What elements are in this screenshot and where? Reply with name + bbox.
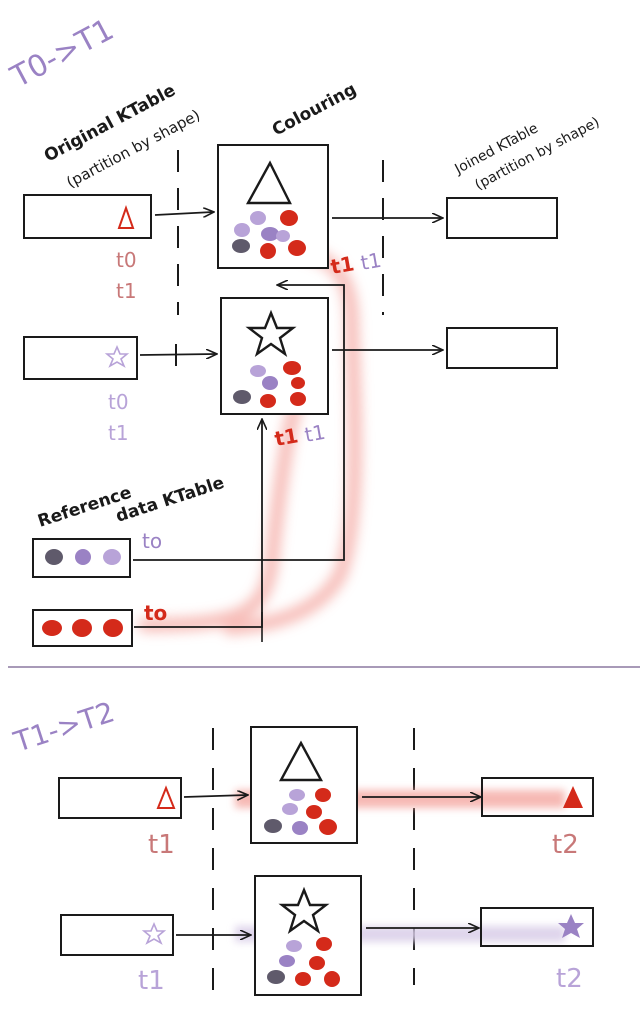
- dot-purple: [279, 955, 295, 967]
- ref-dot-red: [42, 620, 62, 636]
- original-triangle-record[interactable]: [23, 194, 152, 239]
- dot-purple: [292, 821, 308, 835]
- triangle-shape-icon: [245, 160, 292, 205]
- dot-gray: [233, 390, 251, 404]
- bottom-triangle-output-time: t2: [552, 830, 579, 860]
- dot-purple: [276, 230, 290, 242]
- ref-dot-red: [103, 619, 123, 637]
- dot-red: [316, 937, 332, 951]
- bottom-original-triangle-record[interactable]: [58, 777, 182, 819]
- bottom-triangle-input-time: t1: [148, 830, 175, 860]
- dot-red: [319, 819, 337, 835]
- ref-dot-lavender: [103, 549, 121, 565]
- triangle-box-time-red: t1: [329, 251, 356, 279]
- star-outline-icon: [104, 344, 130, 368]
- bottom-triangle-shape-icon: [278, 740, 324, 782]
- triangle-row-time-1: t1: [116, 279, 137, 303]
- top-step-label: T0->T1: [4, 12, 119, 95]
- joined-star-record[interactable]: [446, 327, 558, 369]
- dot-lavender: [250, 211, 266, 225]
- ref-purple-feed-line: [133, 285, 345, 561]
- dot-purple: [261, 227, 279, 241]
- dot-gray: [267, 970, 285, 984]
- dot-lavender: [250, 365, 266, 377]
- arrow-triangle-in: [154, 212, 213, 215]
- dot-red: [283, 361, 301, 375]
- colouring-title: Colouring: [269, 79, 360, 140]
- bottom-star-output-time: t2: [556, 964, 583, 994]
- dot-gray: [232, 239, 250, 253]
- dot-red: [315, 788, 331, 802]
- bottom-star-outline-icon: [141, 921, 167, 945]
- ref-dot-gray: [45, 549, 63, 565]
- dot-red: [290, 392, 306, 406]
- bottom-triangle-colour-dots: [264, 788, 337, 835]
- dot-lavender: [286, 940, 302, 952]
- triangle-box-colour-dots: [232, 210, 306, 259]
- ref-red-time: to: [144, 601, 167, 625]
- triangle-outline-icon: [117, 204, 135, 229]
- filled-red-triangle-icon: [563, 786, 583, 808]
- bottom-panel: T1->T2 t1 t2 t1: [9, 695, 594, 1000]
- arrow-star-in: [139, 354, 216, 355]
- ref-purple-time: to: [142, 529, 162, 553]
- dot-red: [280, 210, 298, 226]
- dot-lavender: [289, 789, 305, 801]
- bottom-star-colour-dots: [267, 937, 340, 987]
- dot-purple: [262, 376, 278, 390]
- star-box-colour-dots: [233, 361, 306, 408]
- dot-gray: [264, 819, 282, 833]
- dot-red: [309, 956, 325, 970]
- triangle-box-time-purple: t1: [359, 248, 383, 275]
- dot-red: [288, 240, 306, 256]
- triangle-row-time-0: t0: [116, 248, 137, 272]
- dot-red: [291, 377, 305, 389]
- star-box-time-red: t1: [273, 423, 300, 451]
- top-panel: T0->T1 Original KTable (partition by sha…: [4, 12, 602, 647]
- star-box-time-purple: t1: [303, 420, 327, 447]
- bottom-arrow-triangle-in: [183, 795, 247, 797]
- dot-red: [260, 243, 276, 259]
- dot-lavender: [234, 223, 250, 237]
- ref-red-feed-line: [134, 420, 262, 628]
- dot-red: [260, 394, 276, 408]
- bottom-triangle-outline-icon: [156, 785, 176, 809]
- bottom-star-shape-icon: [278, 886, 330, 935]
- original-star-record[interactable]: [23, 336, 138, 380]
- dot-red: [306, 805, 322, 819]
- bottom-original-star-record[interactable]: [60, 914, 174, 956]
- bottom-joined-triangle-record[interactable]: [481, 777, 594, 817]
- dot-red: [324, 971, 340, 987]
- dot-lavender: [282, 803, 298, 815]
- bottom-step-label: T1->T2: [9, 695, 118, 759]
- ref-dot-red: [72, 619, 92, 637]
- star-shape-icon: [245, 309, 297, 358]
- ref-dot-purple: [75, 549, 91, 565]
- dot-red: [295, 972, 311, 986]
- star-row-time-1: t1: [108, 421, 129, 445]
- star-row-time-0: t0: [108, 390, 129, 414]
- bottom-star-input-time: t1: [138, 966, 165, 996]
- bottom-joined-star-record[interactable]: [480, 907, 594, 947]
- filled-purple-star-icon: [558, 914, 584, 938]
- joined-triangle-record[interactable]: [446, 197, 558, 239]
